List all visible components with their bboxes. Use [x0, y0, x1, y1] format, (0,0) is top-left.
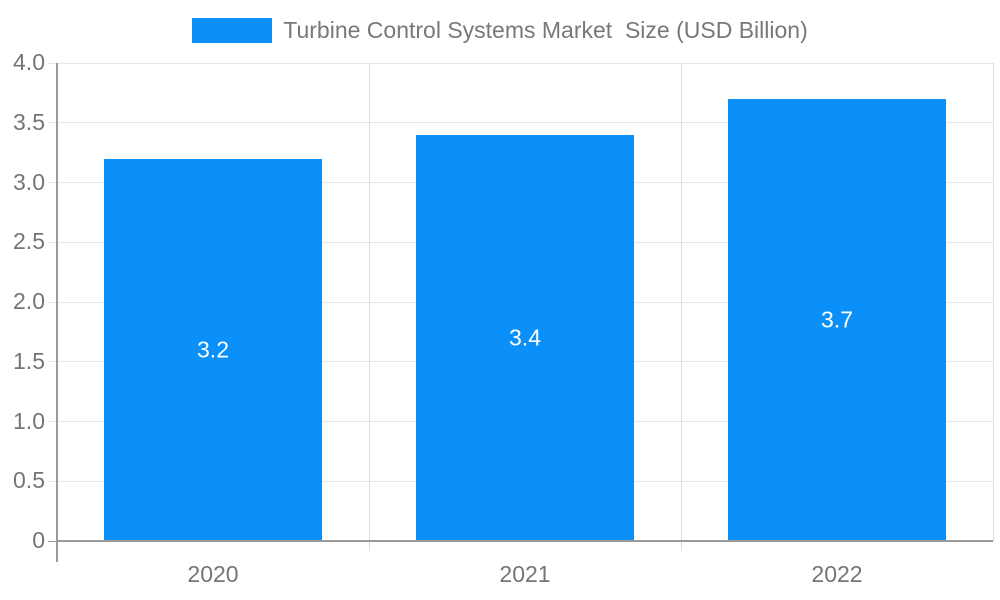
- x-axis-line: [57, 540, 993, 542]
- bar-value-label: 3.7: [821, 306, 853, 333]
- y-tick-label: 0: [32, 526, 45, 553]
- y-tick-label: 3.5: [13, 108, 45, 135]
- x-tick-label: 2022: [811, 561, 863, 587]
- x-tick-label: 2020: [187, 561, 239, 587]
- y-tick-label: 2.5: [13, 228, 45, 255]
- y-axis-line: [56, 63, 58, 562]
- y-tick: [48, 421, 57, 422]
- bar-value-label: 3.2: [197, 336, 229, 363]
- y-tick-label: 4.0: [13, 48, 45, 75]
- y-tick-label: 1.0: [13, 407, 45, 434]
- y-tick-label: 1.5: [13, 347, 45, 374]
- gridline: [57, 62, 993, 64]
- y-tick: [48, 361, 57, 363]
- y-tick: [48, 122, 57, 124]
- legend-swatch: [192, 17, 273, 43]
- y-tick: [48, 62, 57, 64]
- category-separator: [368, 63, 370, 551]
- category-separator: [680, 63, 682, 551]
- y-tick: [48, 301, 57, 303]
- gridline: [57, 122, 993, 124]
- legend-label: Turbine Control Systems Market Size (USD…: [283, 16, 808, 43]
- legend-item[interactable]: Turbine Control Systems Market Size (USD…: [0, 16, 1000, 44]
- y-tick: [48, 182, 57, 183]
- bar[interactable]: [727, 98, 947, 541]
- y-tick-label: 3.0: [13, 168, 45, 195]
- plot-right-border: [992, 63, 994, 541]
- y-tick: [48, 540, 57, 542]
- y-tick-label: 2.0: [13, 287, 45, 314]
- bar-value-label: 3.4: [509, 324, 541, 351]
- y-tick-label: 0.5: [13, 467, 45, 494]
- y-tick: [48, 241, 57, 243]
- y-tick: [48, 480, 57, 482]
- bar[interactable]: [103, 158, 323, 541]
- bar[interactable]: [415, 134, 635, 541]
- x-tick-label: 2021: [499, 561, 551, 587]
